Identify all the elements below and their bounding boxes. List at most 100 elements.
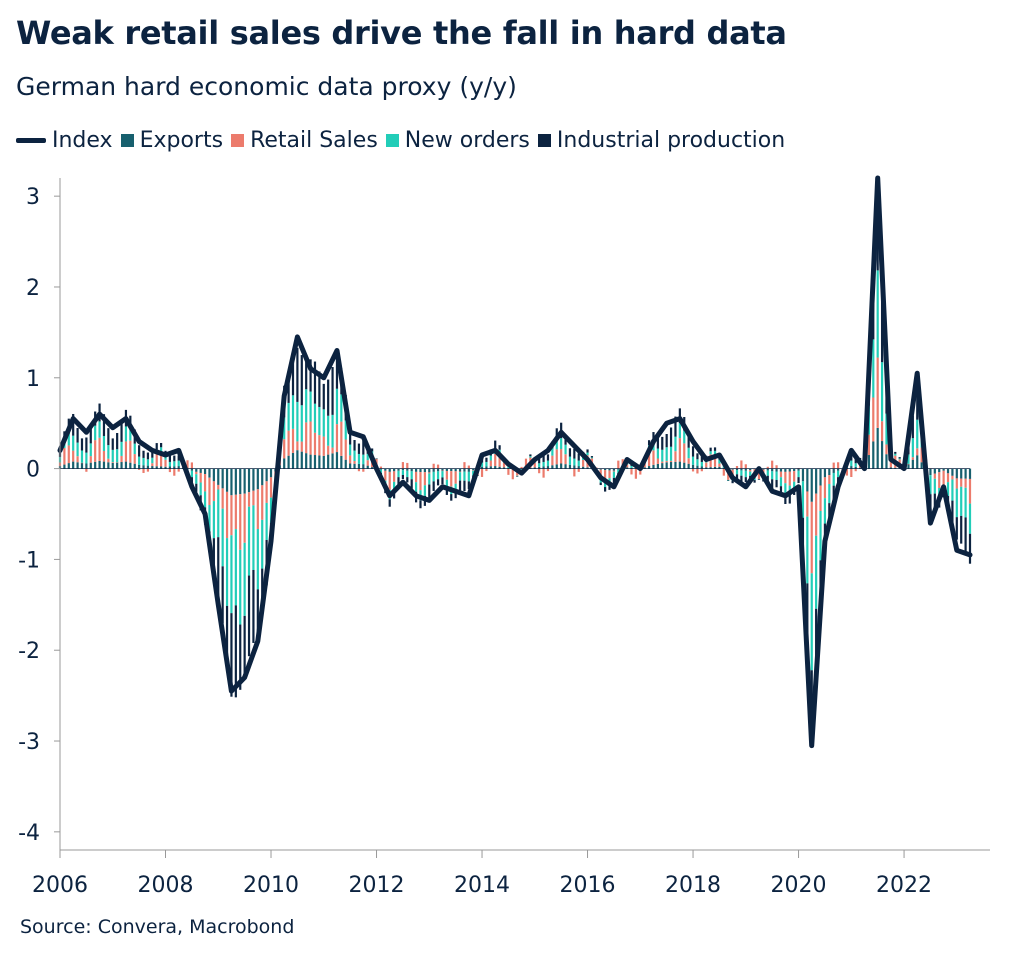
bar-segment-industrial-production: [397, 477, 400, 485]
bar-segment-retail-sales: [709, 454, 712, 468]
bar-segment-new-orders: [968, 503, 972, 534]
bar-segment-new-orders: [696, 459, 699, 466]
bar-segment-new-orders: [964, 487, 967, 518]
bar-segment-exports: [221, 468, 224, 489]
bar-segment-retail-sales: [432, 463, 435, 469]
bar-segment-new-orders: [573, 458, 576, 466]
bar-segment-exports: [604, 468, 607, 471]
bar-segment-new-orders: [256, 529, 259, 590]
legend-swatch-index: [16, 138, 46, 143]
bar-segment-new-orders: [225, 538, 229, 606]
bar-segment-retail-sales: [327, 445, 330, 455]
bar-segment-exports: [155, 466, 158, 469]
bar-segment-new-orders: [349, 444, 352, 456]
bar-segment-exports: [911, 459, 914, 469]
bar-segment-new-orders: [362, 454, 365, 465]
bar-segment-new-orders: [414, 482, 418, 492]
bar-segment-new-orders: [907, 454, 910, 464]
bar-segment-exports: [656, 463, 659, 469]
bar-segment-retail-sales: [291, 428, 295, 453]
bar-segment-exports: [199, 468, 202, 473]
bar-segment-retail-sales: [212, 481, 215, 502]
bar-segment-retail-sales: [85, 468, 88, 472]
bar-segment-retail-sales: [168, 468, 171, 473]
bar-segment-retail-sales: [265, 481, 268, 503]
bar-segment-exports: [815, 468, 818, 494]
bar-segment-new-orders: [661, 449, 664, 462]
x-tick-label: 2022: [876, 873, 932, 898]
bar-segment-new-orders: [727, 479, 730, 481]
bar-segment-industrial-production: [80, 438, 84, 451]
bar-segment-industrial-production: [406, 477, 409, 483]
bar-segment-retail-sales: [683, 443, 686, 463]
bar-segment-industrial-production: [313, 361, 317, 404]
bar-segment-new-orders: [217, 489, 220, 538]
bar-segment-exports: [718, 466, 721, 469]
bar-segment-industrial-production: [305, 356, 308, 390]
bar-segment-industrial-production: [669, 427, 673, 447]
bar-segment-industrial-production: [485, 457, 488, 462]
bar-segment-exports: [806, 468, 809, 492]
bar-segment-new-orders: [76, 442, 79, 457]
bar-segment-new-orders: [819, 510, 822, 561]
bar-segment-industrial-production: [713, 447, 717, 451]
bar-segment-retail-sales: [111, 462, 114, 463]
bar-segment-retail-sales: [964, 478, 967, 488]
bar-segment-retail-sales: [867, 434, 870, 456]
bar-segment-exports: [63, 464, 66, 469]
bar-segment-new-orders: [480, 462, 484, 467]
bar-segment-new-orders: [133, 443, 136, 455]
bar-segment-retail-sales: [612, 470, 616, 472]
bar-segment-exports: [247, 468, 251, 493]
bar-segment-exports: [762, 468, 765, 470]
bar-segment-new-orders: [678, 423, 681, 439]
bar-segment-retail-sales: [652, 450, 655, 465]
bar-segment-new-orders: [898, 458, 901, 460]
bar-segment-exports: [256, 468, 259, 490]
bar-segment-retail-sales: [757, 468, 761, 480]
bar-segment-retail-sales: [80, 462, 84, 464]
bar-segment-new-orders: [436, 471, 440, 480]
bar-segment-exports: [960, 468, 963, 479]
bar-segment-exports: [705, 467, 708, 469]
bar-segment-industrial-production: [234, 605, 237, 698]
bar-segment-retail-sales: [467, 465, 470, 469]
legend-item-industrial-production: Industrial production: [537, 128, 785, 153]
bar-segment-retail-sales: [406, 462, 409, 469]
x-tick-label: 2010: [243, 873, 299, 898]
bar-segment-retail-sales: [230, 495, 233, 536]
bar-segment-exports: [379, 468, 383, 470]
bar-segment-exports: [907, 464, 910, 469]
bar-segment-exports: [94, 461, 97, 469]
bar-segment-new-orders: [617, 469, 620, 473]
bar-segment-retail-sales: [784, 471, 787, 484]
bar-segment-industrial-production: [300, 355, 303, 406]
bar-segment-new-orders: [700, 461, 703, 467]
bar-segment-retail-sales: [454, 471, 457, 484]
bar-segment-new-orders: [432, 471, 435, 482]
bar-segment-retail-sales: [388, 471, 391, 490]
bar-segment-industrial-production: [318, 371, 321, 407]
legend-swatch-industrial-production: [537, 134, 551, 147]
bar-segment-retail-sales: [393, 471, 396, 482]
bar-segment-retail-sales: [384, 470, 387, 481]
bar-segment-retail-sales: [458, 471, 462, 473]
bar-segment-exports: [568, 464, 572, 469]
bar-segment-exports: [735, 468, 739, 471]
bar-segment-industrial-production: [599, 482, 602, 486]
bar-segment-exports: [968, 468, 972, 479]
bar-segment-industrial-production: [107, 428, 110, 446]
bar-segment-exports: [168, 466, 171, 469]
bar-segment-retail-sales: [120, 455, 123, 463]
bar-segment-industrial-production: [647, 440, 651, 446]
bar-segment-retail-sales: [968, 478, 972, 504]
bar-segment-new-orders: [406, 470, 409, 478]
bar-segment-new-orders: [542, 461, 545, 467]
bar-segment-retail-sales: [806, 491, 809, 517]
bar-segment-new-orders: [393, 481, 396, 490]
bar-segment-exports: [406, 468, 409, 471]
bar-segment-industrial-production: [76, 428, 79, 443]
bar-segment-new-orders: [199, 482, 202, 496]
bar-segment-exports: [867, 455, 870, 469]
bar-segment-new-orders: [916, 419, 919, 449]
